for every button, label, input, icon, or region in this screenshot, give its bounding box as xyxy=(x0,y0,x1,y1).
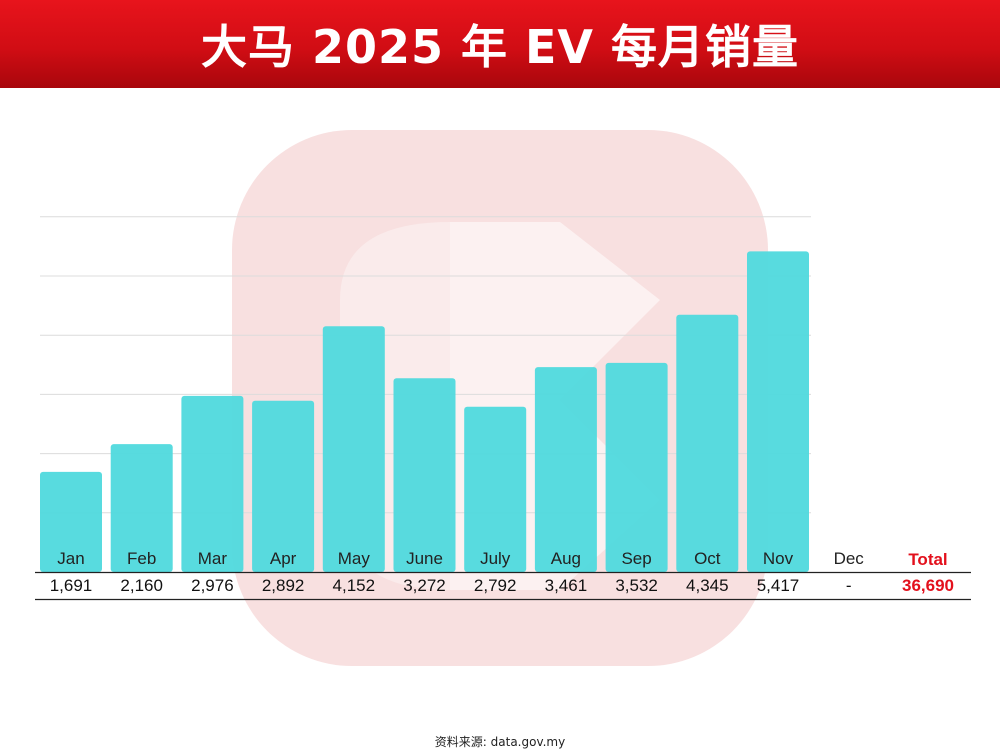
month-label: May xyxy=(338,549,371,568)
month-label: Nov xyxy=(763,549,794,568)
month-label: Jan xyxy=(57,549,84,568)
total-value: 36,690 xyxy=(902,576,954,595)
title-banner: 大马 2025 年 EV 每月销量 xyxy=(0,0,1000,88)
bar-apr xyxy=(252,400,315,572)
bar-nov xyxy=(747,251,809,572)
bar-mar xyxy=(181,395,244,572)
bar-oct xyxy=(676,314,739,572)
value-label: 4,152 xyxy=(333,576,376,595)
labels: Jan 1,691 Feb 2,160 Mar 2,976 Apr 2,892 May 4,152… xyxy=(35,549,971,601)
month-label: June xyxy=(406,549,443,568)
bar-may xyxy=(322,326,385,572)
source-note: 资料来源: data.gov.my xyxy=(434,735,566,749)
value-label: 2,792 xyxy=(474,576,517,595)
value-label: 3,461 xyxy=(545,576,588,595)
month-label: Sep xyxy=(621,549,651,568)
bars xyxy=(40,251,809,572)
month-label: Apr xyxy=(270,549,297,568)
month-label: July xyxy=(480,549,511,568)
bar-feb xyxy=(110,444,173,572)
value-label: 3,272 xyxy=(403,576,446,595)
value-label: 4,345 xyxy=(686,576,729,595)
value-label: 2,892 xyxy=(262,576,305,595)
month-label: Aug xyxy=(551,549,581,568)
total-label: Total xyxy=(908,550,947,569)
value-label: - xyxy=(846,576,852,595)
month-label: Mar xyxy=(198,549,228,568)
month-label: Feb xyxy=(127,549,156,568)
bar-jan xyxy=(40,471,102,572)
month-label: Dec xyxy=(834,549,865,568)
value-label: 3,532 xyxy=(615,576,658,595)
bar-aug xyxy=(534,367,597,572)
bar-july xyxy=(464,406,527,572)
value-label: 2,976 xyxy=(191,576,234,595)
value-label: 5,417 xyxy=(757,576,800,595)
bar-sep xyxy=(605,362,668,572)
bar-june xyxy=(393,378,456,572)
page-title: 大马 2025 年 EV 每月销量 xyxy=(200,20,800,74)
value-label: 1,691 xyxy=(50,576,93,595)
value-label: 2,160 xyxy=(120,576,163,595)
month-label: Oct xyxy=(694,549,721,568)
